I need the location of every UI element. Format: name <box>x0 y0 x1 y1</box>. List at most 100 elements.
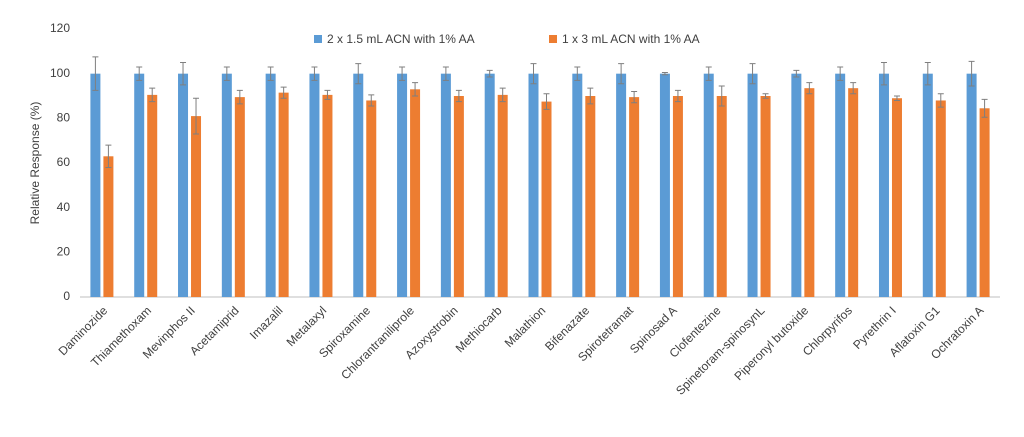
bar <box>322 94 333 297</box>
bar <box>234 97 245 297</box>
bar <box>878 73 889 298</box>
error-bar <box>280 86 287 99</box>
bar <box>891 98 902 297</box>
legend-label: 1 x 3 mL ACN with 1% AA <box>562 32 700 46</box>
y-tick-label: 100 <box>50 66 70 80</box>
error-bar <box>937 93 944 108</box>
bar <box>966 73 977 298</box>
error-bar <box>880 62 887 86</box>
bar <box>397 73 408 298</box>
error-bar <box>893 95 900 101</box>
error-bar <box>149 87 156 103</box>
error-bar <box>499 87 506 103</box>
error-bar <box>136 66 143 81</box>
error-bar <box>968 60 975 87</box>
bar <box>528 73 539 298</box>
error-bar <box>399 66 406 81</box>
bar <box>922 73 933 298</box>
bar <box>366 100 377 297</box>
y-tick-label: 20 <box>57 245 71 259</box>
error-bar <box>850 82 857 95</box>
bar <box>659 73 670 298</box>
error-bar <box>455 89 462 103</box>
y-axis-label: Relative Response (%) <box>28 102 42 225</box>
error-bar <box>543 93 550 110</box>
error-bar <box>631 91 638 104</box>
bar <box>935 100 946 297</box>
bar <box>90 73 101 298</box>
error-bar <box>661 72 668 76</box>
x-tick-label: Methiocarb <box>453 303 505 355</box>
bar <box>103 156 114 297</box>
legend-swatch <box>314 35 322 43</box>
bar <box>835 73 846 298</box>
bar <box>791 73 802 298</box>
y-tick-label: 60 <box>57 155 71 169</box>
bar <box>278 92 289 298</box>
error-bar <box>762 93 769 99</box>
error-bar <box>486 69 493 78</box>
y-tick-label: 40 <box>57 200 71 214</box>
bar <box>747 73 758 298</box>
bar <box>848 88 859 297</box>
bar <box>353 73 364 298</box>
error-bar <box>793 69 800 78</box>
error-bar <box>311 66 318 81</box>
error-bar <box>574 66 581 81</box>
error-bar <box>105 144 112 168</box>
bar <box>979 108 990 298</box>
bar <box>178 73 189 298</box>
error-bar <box>412 82 419 97</box>
error-bar <box>924 62 931 86</box>
bar <box>760 96 771 297</box>
bar <box>672 96 683 297</box>
bar <box>265 73 276 298</box>
bar <box>703 73 714 298</box>
error-bar <box>92 56 99 91</box>
legend-label: 2 x 1.5 mL ACN with 1% AA <box>327 32 475 46</box>
bar <box>410 89 421 297</box>
error-bar <box>355 63 362 85</box>
y-tick-label: 120 <box>50 21 70 35</box>
error-bar <box>267 66 274 81</box>
bar <box>541 101 552 297</box>
error-bar <box>236 89 243 105</box>
bar <box>191 116 202 297</box>
error-bar <box>718 85 725 107</box>
error-bar <box>618 63 625 85</box>
bar <box>453 96 464 297</box>
y-tick-label: 0 <box>63 289 70 303</box>
error-bar <box>324 89 331 100</box>
bar <box>147 94 158 297</box>
error-bar <box>180 62 187 86</box>
bar <box>716 96 727 297</box>
x-tick-label: Metalaxyl <box>284 303 330 349</box>
bar <box>484 73 495 298</box>
error-bar <box>806 82 813 95</box>
error-bar <box>587 87 594 105</box>
bar <box>572 73 583 298</box>
bar <box>309 73 320 298</box>
error-bar <box>530 63 537 85</box>
x-tick-label: Chlorantraniliprole <box>338 303 417 382</box>
error-bar <box>981 98 988 118</box>
y-tick-label: 80 <box>57 111 71 125</box>
bar <box>804 88 815 297</box>
error-bar <box>837 66 844 81</box>
error-bar <box>223 66 230 81</box>
error-bar <box>368 94 375 107</box>
x-tick-label: Imazalil <box>247 303 286 342</box>
bar <box>616 73 627 298</box>
bar <box>497 94 508 297</box>
bar <box>134 73 145 298</box>
bar <box>585 96 596 297</box>
error-bar <box>674 89 681 103</box>
bar <box>629 97 640 297</box>
error-bar <box>749 63 756 85</box>
error-bar <box>442 66 449 81</box>
error-bar <box>193 97 200 135</box>
legend-swatch <box>549 35 557 43</box>
bar <box>221 73 232 298</box>
error-bar <box>705 66 712 81</box>
